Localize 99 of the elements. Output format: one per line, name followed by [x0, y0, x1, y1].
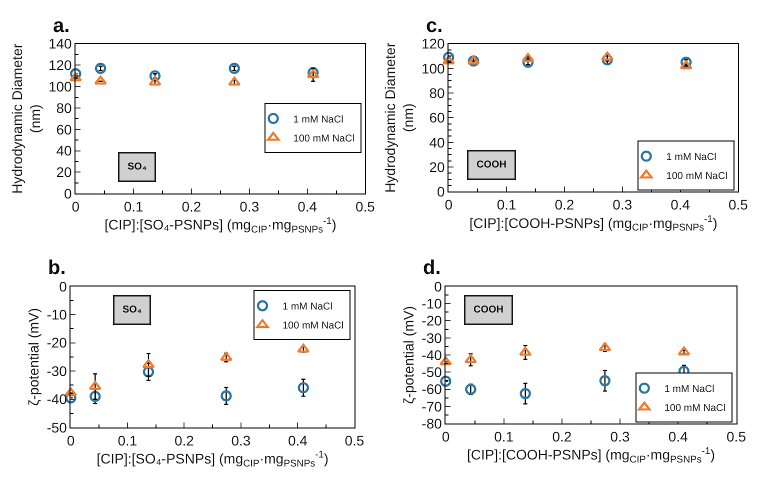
x-tick-label: 0.4	[668, 428, 688, 444]
x-axis-title: [CIP]:[COOH-PSNPs] (mg$_{CIP}$·mg$_{PSNPs}$$^{-1}$)	[469, 214, 718, 234]
chart-title: d.	[423, 257, 441, 279]
y-tick-label: 20	[429, 158, 446, 175]
y-tick-label: 40	[56, 142, 72, 159]
y-tick-label: 20	[56, 164, 72, 180]
y-axis-title: ζ-potential (mV)	[25, 308, 42, 406]
x-axis-title: [CIP]:[SO₄-PSNPs] (mg$_{CIP}$·mg$_{PSNPs}$$^{-1}$)	[104, 216, 336, 236]
x-tick-label: 0.3	[240, 198, 260, 214]
legend-label: 1 mM NaCl	[666, 152, 716, 164]
point	[88, 380, 102, 390]
x-axis-title: [CIP]:[SO₄-PSNPs] (mg$_{CIP}$·mg$_{PSNPs}$$^{-1}$)	[96, 450, 329, 470]
point	[220, 352, 232, 361]
point	[680, 60, 692, 70]
point	[522, 52, 534, 62]
y-tick-label: 0	[64, 185, 72, 202]
y-tick-label: 100	[421, 60, 446, 76]
legend-label: 1 mM NaCl	[293, 114, 344, 126]
point	[442, 55, 455, 64]
x-tick-label: 0.3	[612, 196, 632, 212]
y-tick-label: 120	[421, 36, 446, 52]
y-tick-label: -20	[422, 312, 442, 329]
chart-title: a.	[53, 15, 70, 37]
x-axis-title: [CIP]:[COOH-PSNPs] (mg$_{CIP}$·mg$_{PSNPs}$$^{-1}$)	[466, 446, 715, 466]
y-axis-title: ζ-potential (mV)	[400, 306, 416, 404]
point	[298, 382, 309, 394]
point	[440, 376, 452, 387]
x-tick-label: 0.2	[552, 428, 572, 444]
x-tick-label: 0.5	[726, 428, 746, 444]
y-tick-label: 80	[56, 100, 72, 116]
x-tick-label: 0.2	[554, 196, 574, 212]
y-tick-label: 100	[48, 78, 72, 94]
y-tick-label: -40	[46, 391, 68, 408]
y-tick-label: -30	[46, 362, 68, 379]
y-tick-label: 0	[437, 184, 446, 200]
x-tick-label: 0.4	[670, 196, 690, 212]
y-axis-title: Hydrodynamic Diameter (nm)	[8, 43, 44, 194]
x-tick-label: 0.5	[344, 432, 364, 448]
y-tick-label: -30	[422, 330, 442, 346]
point	[601, 52, 614, 61]
x-tick-label: 0.5	[728, 196, 748, 212]
y-tick-label: -10	[46, 306, 68, 322]
y-tick-label: 60	[56, 121, 72, 138]
y-tick-label: -50	[46, 419, 68, 436]
x-tick-label: 0.1	[124, 198, 144, 214]
legend-label: 100 mM NaCl	[282, 320, 344, 332]
y-tick-label: -10	[422, 295, 442, 312]
x-tick-label: 0.5	[355, 198, 376, 214]
point	[519, 346, 532, 356]
y-axis-title: Hydrodynamic Diameter (nm)	[382, 42, 416, 193]
x-tick-label: 0.1	[496, 196, 517, 212]
point	[599, 375, 611, 386]
x-tick-label: 0.2	[182, 198, 202, 214]
legend-label: 100 mM NaCl	[664, 403, 726, 414]
legend-label: 1 mM NaCl	[664, 384, 714, 396]
x-tick-label: 0.1	[118, 432, 138, 448]
x-tick-label: 0.4	[288, 432, 308, 448]
annotation: COOH	[474, 304, 504, 316]
x-tick-label: 0.1	[494, 428, 514, 444]
point	[522, 56, 534, 68]
point	[520, 388, 531, 400]
y-tick-label: 0	[434, 278, 442, 294]
y-tick-label: 80	[429, 84, 446, 101]
annotation: SO₄	[122, 304, 142, 316]
y-tick-label: -50	[422, 364, 442, 380]
point	[467, 55, 480, 64]
y-tick-label: -80	[422, 416, 442, 432]
x-tick-label: 0.4	[298, 198, 318, 214]
annotation: SO₄	[128, 162, 147, 172]
y-tick-label: 140	[48, 36, 72, 52]
point	[297, 344, 310, 353]
chart-title: c.	[426, 15, 443, 37]
point	[680, 56, 692, 68]
x-tick-label: 0.3	[610, 428, 630, 444]
point	[464, 354, 477, 364]
legend-label: 100 mM NaCl	[666, 171, 728, 182]
legend-label: 1 mM NaCl	[282, 302, 333, 313]
x-tick-label: 0.2	[174, 432, 194, 448]
y-tick-label: 0	[59, 278, 68, 294]
y-tick-label: -60	[422, 381, 442, 398]
y-tick-label: -70	[422, 398, 442, 414]
point	[465, 384, 476, 395]
legend-label: 100 mM NaCl	[293, 133, 354, 144]
chart-title: b.	[48, 257, 66, 279]
point	[443, 52, 454, 63]
point	[90, 390, 101, 402]
y-tick-label: -40	[422, 346, 442, 363]
point	[142, 359, 155, 368]
point	[598, 342, 612, 352]
y-tick-label: 120	[48, 57, 72, 74]
point	[602, 54, 613, 66]
y-tick-label: -20	[46, 334, 68, 351]
x-tick-label: 0.3	[231, 432, 251, 448]
y-tick-label: 40	[429, 134, 446, 150]
point	[678, 346, 690, 356]
point	[220, 390, 232, 402]
y-tick-label: 60	[429, 110, 446, 126]
point	[468, 55, 480, 67]
annotation: COOH	[476, 160, 506, 170]
